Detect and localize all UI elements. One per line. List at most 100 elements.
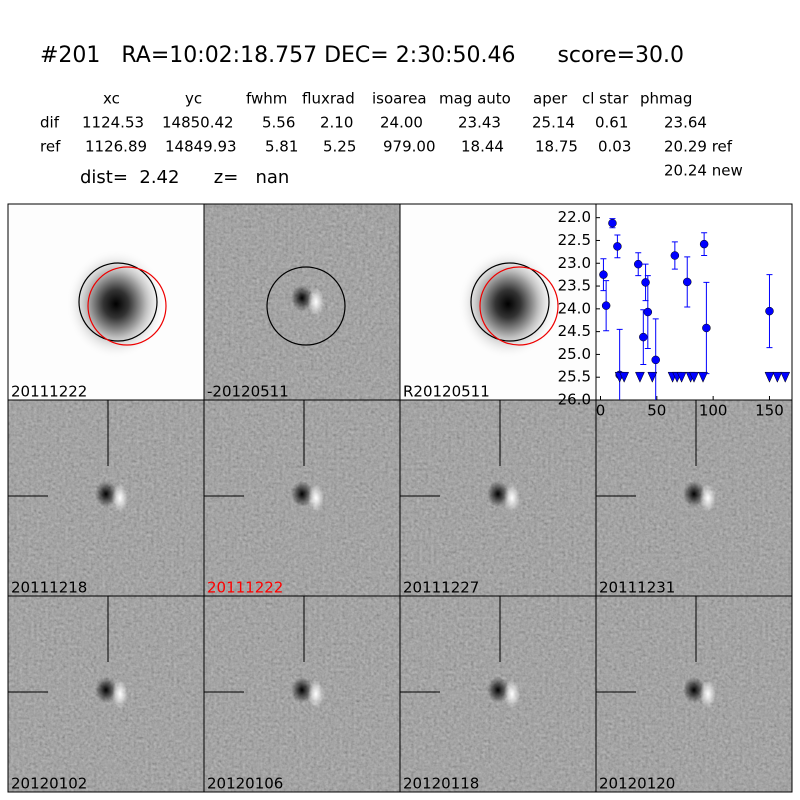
point [641,278,650,287]
point [651,355,660,365]
dark-blob [683,481,705,507]
title: #201 RA=10:02:18.757 DEC= 2:30:50.46 sco… [40,43,684,68]
table-cell: 0.61 [595,114,628,132]
light-blob [700,484,716,512]
stamp-label: 20120118 [403,775,479,793]
stamp [204,596,400,792]
table-cell: 14850.42 [162,114,234,132]
y-tick-label: 24.5 [558,322,591,340]
point [608,218,617,228]
table-cell: 1124.53 [82,114,144,132]
dark-blob [95,677,117,703]
stamp [400,596,596,792]
table-cell: dif [40,114,60,132]
table-cell: 2.10 [320,114,353,132]
aperture [470,262,550,342]
upper-limit [698,371,708,383]
stamp-label: 20111218 [11,579,87,597]
aperture [87,266,167,346]
stamp [596,596,792,792]
stamp-label: 20120102 [11,775,87,793]
y-tick-label: 22.5 [558,231,591,249]
stamp [8,400,204,596]
light-blob [504,680,520,708]
table-cell: 24.00 [380,114,423,132]
table-cell: 5.81 [265,138,298,156]
y-tick-label: 23.0 [558,254,591,272]
stamp-label: -20120511 [207,383,289,401]
stamp-label: 20111227 [403,579,479,597]
stamp [8,596,204,792]
table-cell: 5.56 [262,114,295,132]
stamp-frame [595,595,793,793]
light-blob [700,680,716,708]
point [702,323,711,333]
table-cell: 979.00 [383,138,436,156]
dark-blob [291,677,313,703]
table-cell: 1126.89 [85,138,147,156]
stamp-label: 20111231 [599,579,675,597]
light-blob [112,484,128,512]
galaxy [66,249,166,359]
column-header: yc [185,90,202,108]
dark-blob [291,481,313,507]
x-tick-label: 150 [755,402,784,420]
point [639,332,648,342]
stamps: 20111222 -20120511 R20120511 20111218 201112… [7,203,793,793]
y-tick-label: 25.5 [558,368,591,386]
column-header: aper [533,90,568,108]
point [670,251,680,260]
dark-blob [291,285,313,311]
stamp-label: 20120120 [599,775,675,793]
table-cell: 14849.93 [165,138,237,156]
point [699,239,709,249]
summary: dist= 2.42 z= nan [80,167,289,188]
light-blob [504,484,520,512]
table-cell: 20.29 ref [664,138,733,156]
point [613,242,622,251]
table-cell: 18.75 [535,138,578,156]
table-cell: 23.43 [458,114,501,132]
stamp [400,204,596,400]
galaxy [458,249,558,359]
stamp [204,204,400,400]
point [765,306,774,316]
stamp-label: 20111222 [11,383,87,401]
point [643,307,653,317]
aperture [78,262,158,342]
table-cell: 0.03 [598,138,631,156]
dark-blob [95,481,117,507]
y-tick-label: 23.5 [558,277,591,295]
column-header: mag auto [439,90,511,108]
table-cell: 18.44 [461,138,504,156]
aperture [266,266,346,346]
upper-limit [780,371,791,383]
dark-blob [683,677,705,703]
upper-limit [676,371,687,383]
table-cell: 23.64 [664,114,707,132]
stamp [204,400,400,596]
stamp-label: 20120106 [207,775,283,793]
table-cell: ref [40,138,61,156]
column-header: isoarea [372,90,427,108]
upper-limit [772,371,783,383]
x-tick-label: 50 [647,402,666,420]
x-tick-label: 100 [699,402,728,420]
point [682,277,692,287]
plot-data [599,218,791,400]
upper-limit [635,371,645,383]
plot: 22.0 22.5 23.0 23.5 24.0 24.5 25.0 25.5 26.0 0 50 1… [558,203,793,420]
column-header: fwhm [246,90,287,108]
table-cell: 25.14 [532,114,575,132]
table-cell: 5.25 [323,138,356,156]
light-blob [308,680,324,708]
y-tick-label: 22.0 [558,208,591,226]
upper-limit [619,371,630,383]
y-tick-label: 26.0 [558,391,591,409]
y-tick-label: 25.0 [558,345,591,363]
upper-limit [764,371,775,383]
light-blob [308,288,324,316]
light-blob [308,484,324,512]
stamp [400,400,596,596]
dark-blob [487,481,509,507]
